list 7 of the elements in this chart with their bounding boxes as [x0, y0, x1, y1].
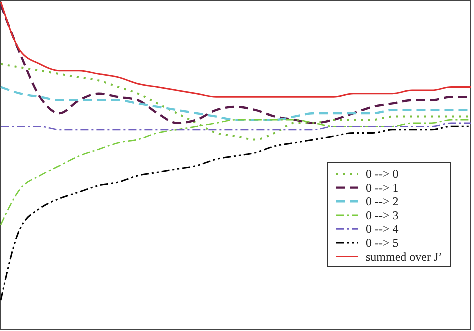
legend-label: 0 --> 3 [366, 208, 399, 222]
legend-label: summed over J’ [366, 250, 443, 264]
legend-label: 0 --> 2 [366, 194, 399, 209]
legend-label: 0 --> 4 [366, 222, 399, 236]
legend-label: 0 --> 5 [366, 236, 399, 250]
legend-label: 0 --> 0 [366, 167, 399, 181]
legend-label: 0 --> 1 [366, 180, 399, 195]
